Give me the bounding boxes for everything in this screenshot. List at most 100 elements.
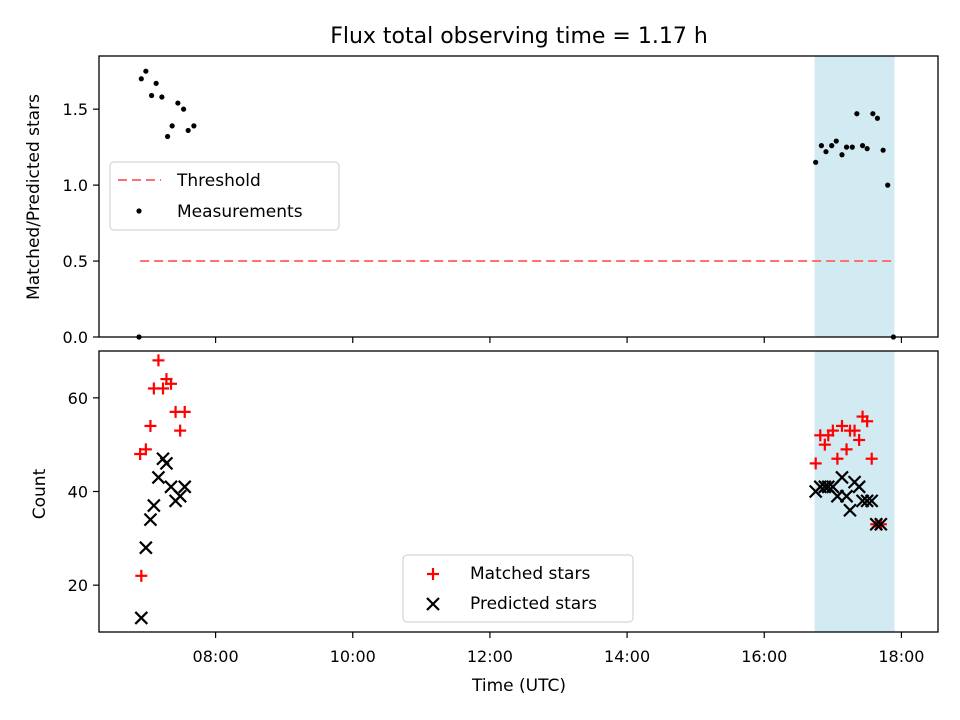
predicted-star-point xyxy=(143,512,158,527)
measurement-point xyxy=(191,123,197,129)
top-y-tick-label: 1.0 xyxy=(63,176,88,195)
bottom-panel: 20 40 60 08:00 10:00 12:00 14:00 16:00 18:00 Co… xyxy=(30,350,939,696)
legend-matched-swatch xyxy=(427,568,439,580)
matched-star-point xyxy=(152,354,165,367)
predicted-star-point xyxy=(177,480,192,494)
star-count-points xyxy=(134,354,888,625)
predicted-star-point xyxy=(139,540,153,555)
predicted-star-point xyxy=(151,470,166,485)
predicted-star-point xyxy=(869,517,884,532)
measurement-point xyxy=(169,123,175,129)
measurement-point xyxy=(839,152,845,158)
measurement-point xyxy=(813,159,819,165)
measurement-point xyxy=(138,76,144,82)
measurement-point xyxy=(870,111,876,117)
measurement-point xyxy=(180,106,187,112)
matched-star-point xyxy=(831,452,844,465)
matched-star-point xyxy=(865,452,878,465)
measurement-point xyxy=(143,68,149,74)
bottom-y-tick-label: 20 xyxy=(68,576,88,595)
measurement-point xyxy=(185,127,191,134)
measurement-point xyxy=(849,144,855,150)
legend-threshold-label: Threshold xyxy=(176,171,261,191)
measurement-point xyxy=(885,182,891,188)
measurement-point xyxy=(148,92,155,99)
measurement-point xyxy=(153,80,159,86)
bottom-y-axis-label: Count xyxy=(30,468,50,519)
measurement-point xyxy=(829,143,835,149)
legend-measurements-swatch xyxy=(136,208,142,214)
measurement-point xyxy=(854,111,860,117)
matched-star-point xyxy=(144,419,157,432)
matched-star-point xyxy=(809,457,822,470)
predicted-star-point xyxy=(134,611,149,625)
top-y-tick-label: 1.5 xyxy=(63,100,88,119)
matched-star-point xyxy=(835,419,848,432)
predicted-star-point xyxy=(864,494,879,508)
bottom-y-tick-label: 60 xyxy=(68,389,88,408)
predicted-star-point xyxy=(839,489,854,503)
bottom-x-tick-label: 16:00 xyxy=(741,647,787,666)
top-y-tick-label: 0.0 xyxy=(63,328,88,347)
measurement-point xyxy=(164,133,171,140)
top-axes-frame xyxy=(98,55,939,338)
matched-star-point xyxy=(848,424,861,437)
measurement-point xyxy=(880,147,886,153)
legend-predicted-swatch xyxy=(426,597,440,611)
bottom-x-tick-label: 14:00 xyxy=(604,647,650,666)
measurement-point xyxy=(864,146,870,152)
top-legend: Threshold Measurements xyxy=(109,161,340,231)
measurement-point xyxy=(159,94,165,100)
matched-star-point xyxy=(853,433,866,446)
measurement-point xyxy=(843,144,850,150)
bottom-y-tick-label: 40 xyxy=(68,483,88,502)
matched-star-point xyxy=(178,405,191,418)
top-y-tick-label: 0.5 xyxy=(63,252,88,271)
matched-star-point xyxy=(165,377,178,390)
bottom-legend: Matched stars Predicted stars xyxy=(402,554,634,623)
bottom-x-tick-label: 12:00 xyxy=(467,647,513,666)
bottom-x-tick-label: 10:00 xyxy=(330,647,376,666)
matched-star-point xyxy=(174,424,187,437)
chart-title: Flux total observing time = 1.17 h xyxy=(330,24,708,49)
matched-star-point xyxy=(818,438,831,451)
measurement-point xyxy=(823,149,829,155)
predicted-star-point xyxy=(874,517,888,532)
top-y-ticks: 0.0 0.5 1.0 1.5 xyxy=(63,100,99,347)
matched-star-point xyxy=(861,415,874,428)
matched-star-point xyxy=(840,443,853,456)
measurement-point xyxy=(859,143,866,149)
matched-star-point xyxy=(157,382,170,395)
top-panel: 0.0 0.5 1.0 1.5 Matched/Predicted stars Thr… xyxy=(24,55,939,347)
bottom-x-ticks: 08:00 10:00 12:00 14:00 16:00 18:00 xyxy=(193,632,924,666)
bottom-x-tick-label: 18:00 xyxy=(878,647,924,666)
matched-star-point xyxy=(139,443,152,456)
top-legend-frame xyxy=(109,161,340,231)
top-y-axis-label: Matched/Predicted stars xyxy=(24,94,44,300)
predicted-star-point xyxy=(860,494,874,508)
top-highlight-band xyxy=(814,56,895,337)
predicted-star-point xyxy=(835,470,849,485)
matched-star-point xyxy=(826,424,839,437)
bottom-x-tick-label: 08:00 xyxy=(193,647,239,666)
x-axis-label: Time (UTC) xyxy=(471,676,566,696)
matched-star-point xyxy=(135,569,148,582)
legend-matched-label: Matched stars xyxy=(470,564,590,584)
top-x-ticks xyxy=(214,337,903,343)
predicted-star-point xyxy=(852,480,866,494)
predicted-star-point xyxy=(843,503,857,518)
measurement-point xyxy=(818,143,825,149)
measurement-point xyxy=(833,138,839,144)
measurement-point xyxy=(874,115,881,121)
bottom-axes-frame xyxy=(98,350,939,633)
predicted-star-point xyxy=(147,498,161,513)
measurement-points xyxy=(136,68,897,340)
legend-predicted-label: Predicted stars xyxy=(470,594,597,614)
measurement-point xyxy=(175,100,181,106)
predicted-star-point xyxy=(159,456,174,471)
legend-measurements-label: Measurements xyxy=(177,202,303,222)
bottom-legend-frame xyxy=(402,554,634,623)
bottom-y-ticks: 20 40 60 xyxy=(68,389,99,595)
predicted-star-point xyxy=(173,489,187,503)
